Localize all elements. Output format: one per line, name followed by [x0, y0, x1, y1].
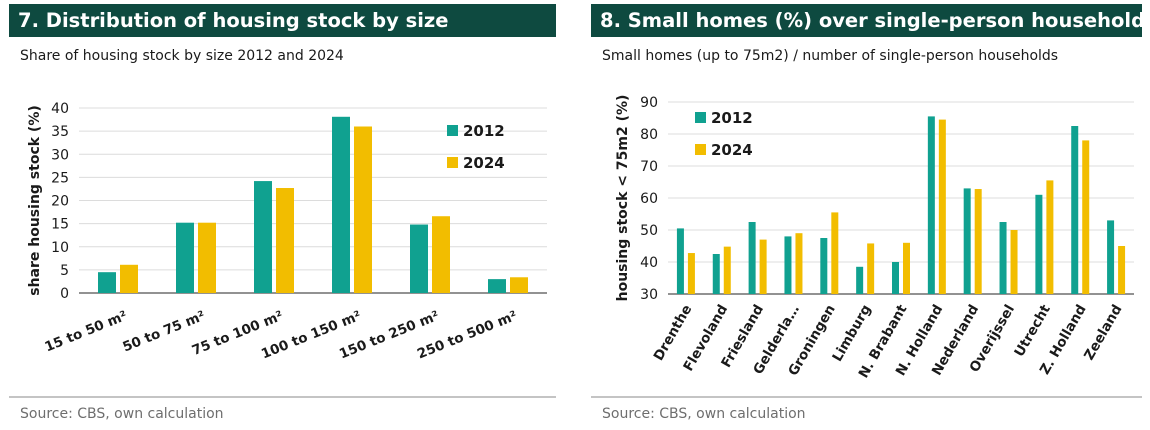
legend-label-2012: 2012 — [463, 122, 505, 140]
bar-2012 — [784, 236, 792, 294]
bar-2024 — [198, 222, 216, 293]
y-tick-label: 50 — [640, 223, 658, 239]
y-tick-label: 30 — [51, 147, 69, 163]
bar-2024 — [938, 119, 946, 294]
panel-small-homes-ratio: 8. Small homes (%) over single-person ho… — [591, 4, 1142, 428]
legend-swatch-2024 — [447, 157, 458, 168]
bar-2012 — [176, 222, 194, 293]
legend-label-2012: 2012 — [711, 109, 753, 127]
bar-2024 — [510, 277, 528, 293]
legend-label-2024: 2024 — [463, 154, 505, 172]
bar-2024 — [723, 246, 731, 294]
bar-2012 — [98, 272, 116, 293]
y-tick-label: 0 — [60, 286, 69, 302]
bar-2024 — [1118, 246, 1126, 294]
bar-2024 — [120, 264, 138, 293]
bar-2012 — [856, 266, 864, 294]
y-tick-label: 25 — [51, 170, 69, 186]
bar-2012 — [963, 188, 971, 294]
bar-2024 — [903, 242, 910, 294]
y-tick-label: 80 — [640, 127, 658, 143]
bar-2024 — [759, 239, 767, 294]
bar-2024 — [687, 253, 695, 294]
bar-2012 — [820, 238, 828, 294]
bar-2024 — [1082, 140, 1090, 294]
legend-swatch-2024 — [695, 144, 706, 155]
chart-subtitle: Small homes (up to 75m2) / number of sin… — [602, 48, 1059, 64]
chart-title: 7. Distribution of housing stock by size — [9, 4, 556, 37]
bar-2012 — [1107, 220, 1115, 294]
divider — [591, 396, 1142, 398]
legend-swatch-2012 — [447, 125, 458, 136]
bar-2012 — [488, 279, 506, 293]
chart-subtitle: Share of housing stock by size 2012 and … — [20, 48, 344, 64]
y-axis-label: share housing stock (%) — [27, 105, 43, 296]
bar-2012 — [1071, 126, 1079, 294]
bar-2012 — [927, 116, 935, 295]
source-note: Source: CBS, own calculation — [20, 406, 224, 422]
bar-2024 — [1010, 230, 1018, 294]
y-tick-label: 40 — [51, 101, 69, 117]
legend-label-2024: 2024 — [711, 141, 753, 159]
bar-2024 — [354, 126, 372, 293]
bar-2024 — [974, 189, 982, 294]
bar-2012 — [332, 116, 350, 293]
chart-title: 8. Small homes (%) over single-person ho… — [591, 4, 1142, 37]
y-tick-label: 20 — [51, 194, 69, 210]
x-tick-label: 15 to 50 m² — [42, 308, 129, 356]
y-tick-label: 35 — [51, 124, 69, 140]
y-tick-label: 40 — [640, 255, 658, 271]
y-tick-label: 15 — [51, 217, 69, 233]
bar-2012 — [748, 222, 756, 294]
bar-2012 — [999, 222, 1007, 294]
legend-swatch-2012 — [695, 112, 706, 123]
y-axis-label: housing stock < 75m2 (%) — [615, 95, 631, 302]
bar-2024 — [1046, 180, 1054, 294]
bar-2012 — [676, 228, 684, 294]
bar-2012 — [410, 224, 428, 293]
bar-2012 — [254, 181, 272, 293]
bar-2012 — [892, 262, 899, 294]
y-tick-label: 10 — [51, 240, 69, 256]
bar-2024 — [867, 243, 875, 294]
source-note: Source: CBS, own calculation — [602, 406, 806, 422]
bar-2012 — [712, 254, 720, 294]
y-tick-label: 90 — [640, 95, 658, 111]
bar-2024 — [831, 212, 839, 294]
panel-housing-stock-by-size: 7. Distribution of housing stock by size… — [9, 4, 556, 428]
bar-2024 — [795, 233, 803, 294]
y-tick-label: 70 — [640, 159, 658, 175]
bar-2024 — [276, 188, 294, 293]
y-tick-label: 5 — [60, 263, 69, 279]
bar-2012 — [1035, 194, 1043, 294]
chart-small-homes-ratio: 30405060708090DrentheFlevolandFrieslandG… — [615, 95, 1134, 381]
y-tick-label: 30 — [640, 287, 658, 303]
divider — [9, 396, 556, 398]
y-tick-label: 60 — [640, 191, 658, 207]
bar-2024 — [432, 216, 450, 293]
